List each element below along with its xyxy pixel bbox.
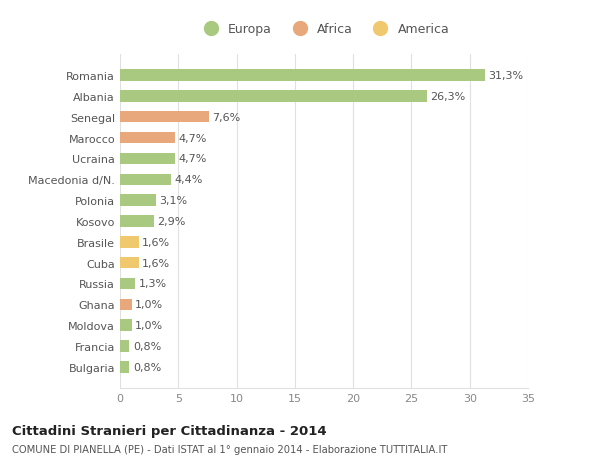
Text: 1,6%: 1,6% [142,258,170,268]
Text: COMUNE DI PIANELLA (PE) - Dati ISTAT al 1° gennaio 2014 - Elaborazione TUTTITALI: COMUNE DI PIANELLA (PE) - Dati ISTAT al … [12,444,448,454]
Text: 0,8%: 0,8% [133,362,161,372]
Text: 1,0%: 1,0% [135,300,163,310]
Bar [120,153,175,165]
Text: 4,7%: 4,7% [178,133,206,143]
Text: 31,3%: 31,3% [488,71,523,81]
Text: 1,0%: 1,0% [135,320,163,330]
Bar [120,341,130,352]
Bar [120,195,156,207]
Bar [120,320,131,331]
Bar [120,91,427,102]
Text: Cittadini Stranieri per Cittadinanza - 2014: Cittadini Stranieri per Cittadinanza - 2… [12,424,326,437]
Bar [120,174,171,185]
Bar [120,216,154,227]
Text: 26,3%: 26,3% [430,92,466,102]
Bar [120,112,209,123]
Bar [120,236,139,248]
Text: 7,6%: 7,6% [212,112,241,123]
Bar [120,257,139,269]
Bar [120,299,131,310]
Bar [120,133,175,144]
Text: 1,3%: 1,3% [139,279,167,289]
Text: 2,9%: 2,9% [157,217,185,226]
Bar [120,70,485,82]
Bar [120,278,135,290]
Bar [120,361,130,373]
Text: 4,7%: 4,7% [178,154,206,164]
Text: 1,6%: 1,6% [142,237,170,247]
Text: 0,8%: 0,8% [133,341,161,351]
Legend: Europa, Africa, America: Europa, Africa, America [193,18,455,41]
Text: 3,1%: 3,1% [160,196,188,206]
Text: 4,4%: 4,4% [175,175,203,185]
